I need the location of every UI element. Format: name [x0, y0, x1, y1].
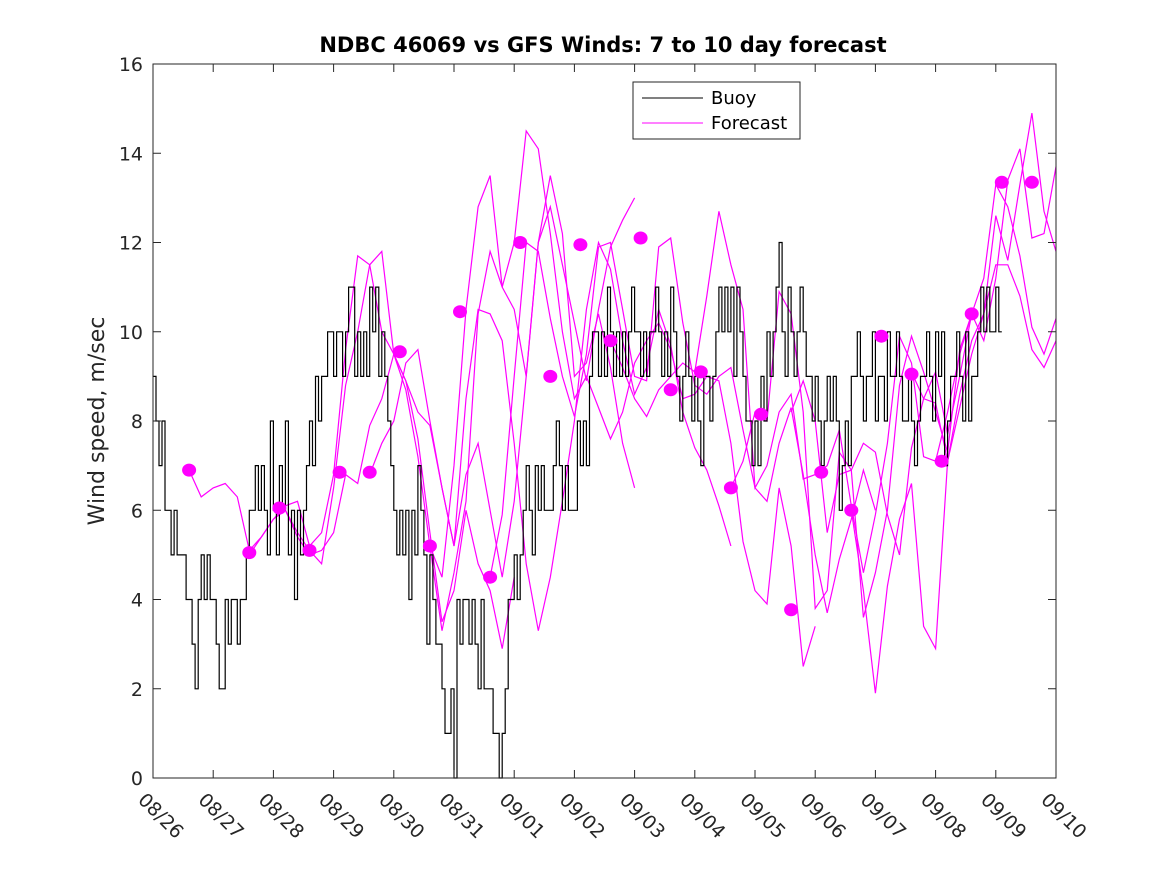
y-tick-label: 6: [131, 500, 143, 522]
y-tick-label: 14: [119, 143, 143, 165]
forecast-marker: [483, 570, 498, 584]
forecast-marker: [272, 501, 287, 515]
forecast-marker: [663, 383, 678, 397]
forecast-marker: [844, 503, 859, 517]
forecast-marker: [302, 543, 317, 557]
forecast-marker: [332, 465, 347, 479]
forecast-marker: [964, 307, 979, 321]
buoy-line: [153, 241, 1002, 779]
forecast-marker: [362, 465, 377, 479]
forecast-marker: [603, 334, 618, 348]
forecast-line-3: [284, 175, 636, 578]
forecast-line-1: [188, 254, 515, 649]
forecast-marker: [422, 539, 437, 553]
forecast-marker: [242, 546, 257, 560]
y-tick-label: 8: [131, 411, 143, 433]
forecast-marker: [392, 345, 407, 359]
forecast-marker: [934, 454, 949, 468]
forecast-line-10: [850, 113, 1057, 694]
forecast-marker: [814, 465, 829, 479]
y-tick-label: 16: [119, 54, 143, 76]
forecast-line-5: [429, 129, 816, 667]
forecast-marker: [513, 236, 528, 249]
forecast-marker: [693, 365, 708, 379]
y-tick-label: 2: [131, 679, 143, 701]
forecast-line-6: [489, 236, 876, 614]
forecast-marker: [1024, 175, 1039, 189]
chart-title: NDBC 46069 vs GFS Winds: 7 to 10 day for…: [319, 33, 886, 57]
forecast-line-8: [730, 182, 1057, 618]
y-tick-label: 10: [119, 322, 143, 344]
forecast-marker: [543, 369, 558, 383]
y-tick-label: 4: [131, 590, 143, 612]
forecast-marker: [573, 238, 588, 252]
forecast-marker: [994, 175, 1009, 189]
y-axis-label: Wind speed, m/sec: [85, 317, 110, 526]
legend: Buoy Forecast: [632, 81, 801, 140]
forecast-marker: [754, 407, 768, 421]
legend-forecast-label: Forecast: [711, 113, 787, 134]
plot-area: [153, 113, 1057, 779]
legend-buoy-label: Buoy: [711, 88, 757, 109]
y-tick-label: 0: [131, 768, 143, 790]
forecast-marker: [874, 329, 889, 343]
forecast-marker: [904, 367, 919, 381]
forecast-marker: [633, 231, 648, 245]
forecast-marker: [182, 463, 197, 477]
forecast-marker: [453, 305, 467, 319]
forecast-marker: [784, 603, 799, 617]
forecast-marker: [723, 481, 738, 495]
y-tick-label: 12: [119, 233, 143, 255]
